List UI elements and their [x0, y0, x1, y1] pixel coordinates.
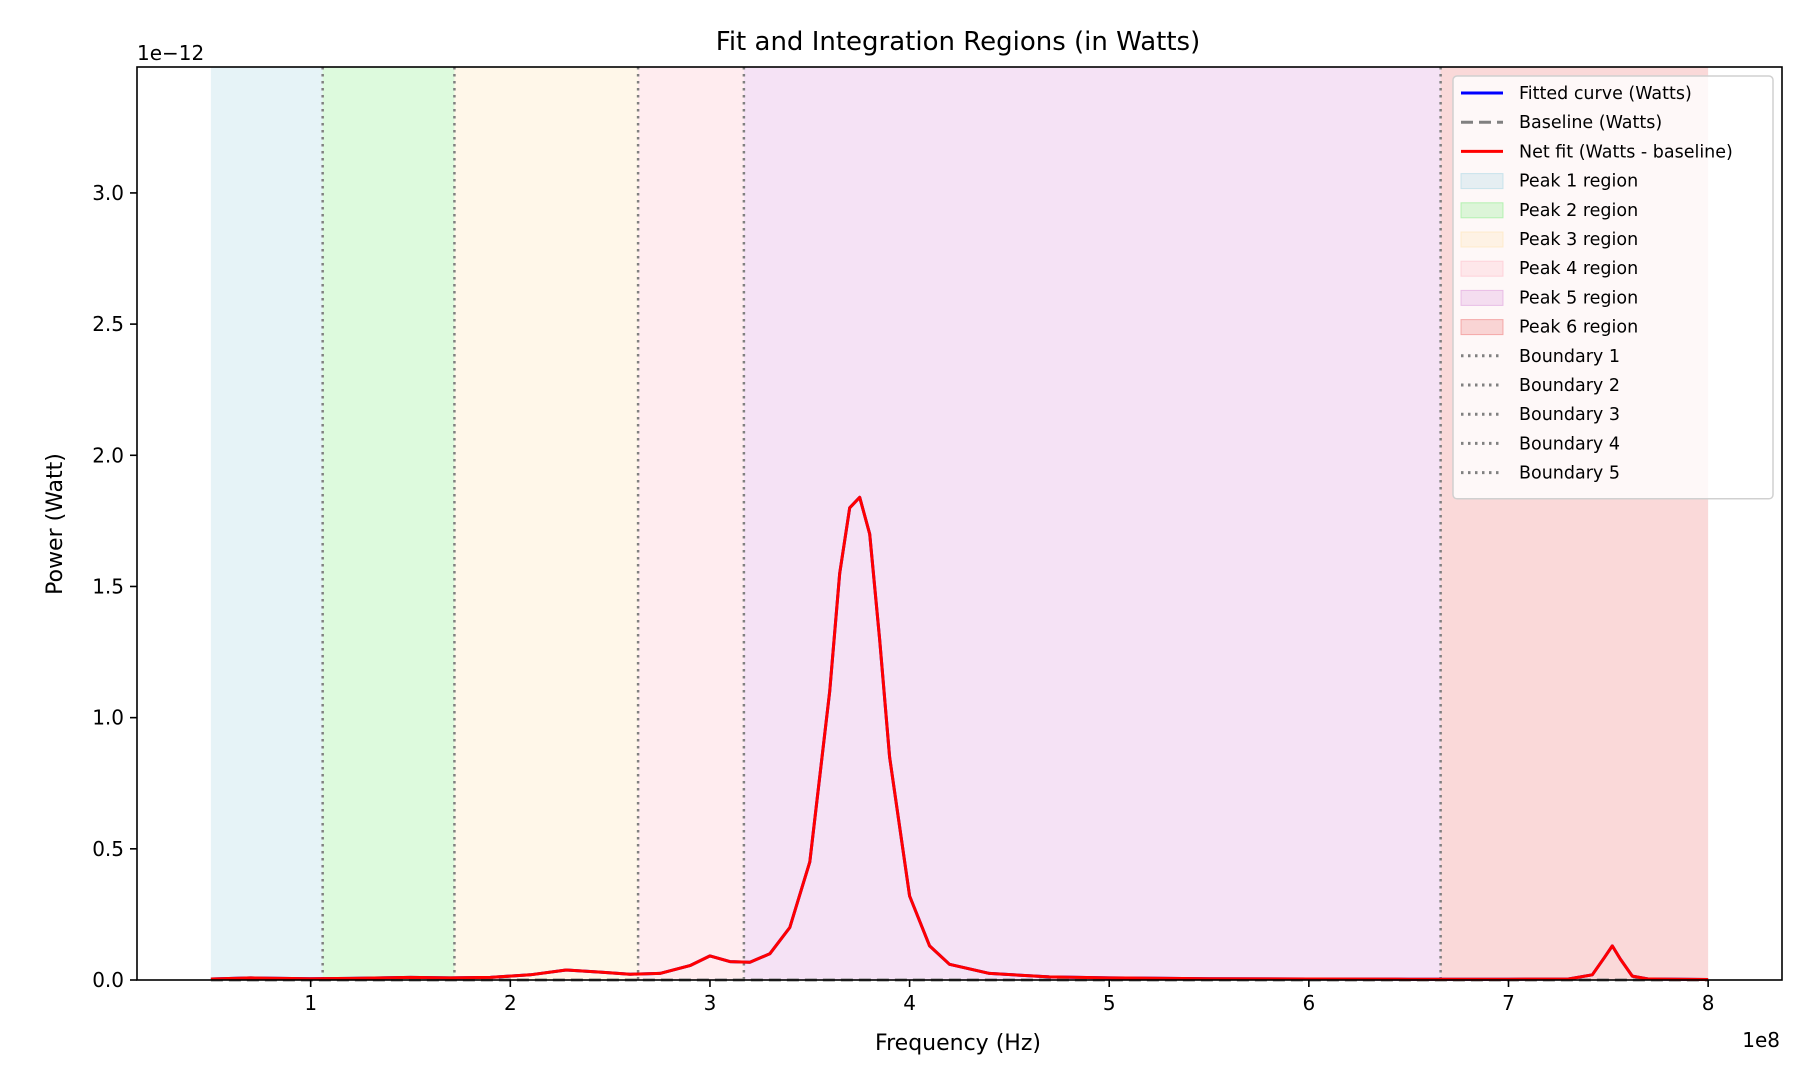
x-tick-label: 5 — [1103, 991, 1116, 1015]
legend: Fitted curve (Watts) Baseline (Watts) Net … — [1452, 75, 1774, 500]
legend-label: Peak 3 region — [1519, 230, 1638, 250]
legend-label: Baseline (Watts) — [1519, 113, 1662, 133]
legend-label: Boundary 3 — [1519, 405, 1620, 425]
legend-swatch — [1460, 231, 1504, 248]
x-offset-label: 1e8 — [1742, 1028, 1780, 1052]
legend-label: Net fit (Watts - baseline) — [1519, 142, 1733, 162]
region-peak-1 — [210, 67, 323, 980]
y-axis-label: Power (Watt) — [43, 453, 68, 595]
legend-label: Boundary 4 — [1519, 434, 1620, 454]
legend-label: Peak 6 region — [1519, 318, 1638, 338]
x-tick-label: 6 — [1302, 991, 1315, 1015]
legend-label: Fitted curve (Watts) — [1519, 84, 1692, 104]
region-peak-5 — [743, 67, 1441, 980]
legend-label: Peak 4 region — [1519, 259, 1638, 279]
y-tick-label: 3.0 — [92, 181, 124, 205]
legend-label: Boundary 1 — [1519, 347, 1620, 367]
plot-frame — [136, 66, 1783, 981]
legend-swatch — [1460, 202, 1504, 219]
y-offset-label: 1e−12 — [137, 41, 204, 65]
legend-label: Boundary 5 — [1519, 464, 1620, 484]
y-tick-label: 2.0 — [92, 443, 124, 467]
axes-layer: 1 2 3 4 5 6 7 8 0.0 0.5 1.0 1.5 2.0 2.5 3.0 — [92, 66, 1783, 1015]
legend-label: Peak 5 region — [1519, 288, 1638, 308]
x-tick-label: 4 — [903, 991, 916, 1015]
x-tick-label: 1 — [304, 991, 317, 1015]
region-peak-4 — [638, 67, 744, 980]
y-tick-label: 1.0 — [92, 706, 124, 730]
x-axis-label: Frequency (Hz) — [875, 1031, 1041, 1056]
chart-title: Fit and Integration Regions (in Watts) — [716, 27, 1200, 57]
region-peak-3 — [454, 67, 639, 980]
boundaries-layer — [321, 67, 1442, 980]
y-tick-label: 1.5 — [92, 574, 124, 598]
y-tick-label: 2.5 — [92, 312, 124, 336]
region-peak-2 — [322, 67, 455, 980]
y-tick-label: 0.0 — [92, 968, 124, 992]
legend-swatch — [1460, 260, 1504, 277]
x-tick-label: 7 — [1502, 991, 1515, 1015]
legend-label: Boundary 2 — [1519, 376, 1620, 396]
legend-swatch — [1460, 289, 1504, 306]
legend-swatch — [1460, 319, 1504, 336]
legend-label: Peak 2 region — [1519, 201, 1638, 221]
x-tick-label: 8 — [1702, 991, 1715, 1015]
x-tick-label: 2 — [504, 991, 517, 1015]
legend-label: Peak 1 region — [1519, 172, 1638, 192]
legend-box — [1452, 75, 1774, 500]
legend-swatch — [1460, 173, 1504, 190]
y-tick-label: 0.5 — [92, 837, 124, 861]
series-line-3 — [210, 495, 1709, 981]
x-tick-label: 3 — [704, 991, 717, 1015]
